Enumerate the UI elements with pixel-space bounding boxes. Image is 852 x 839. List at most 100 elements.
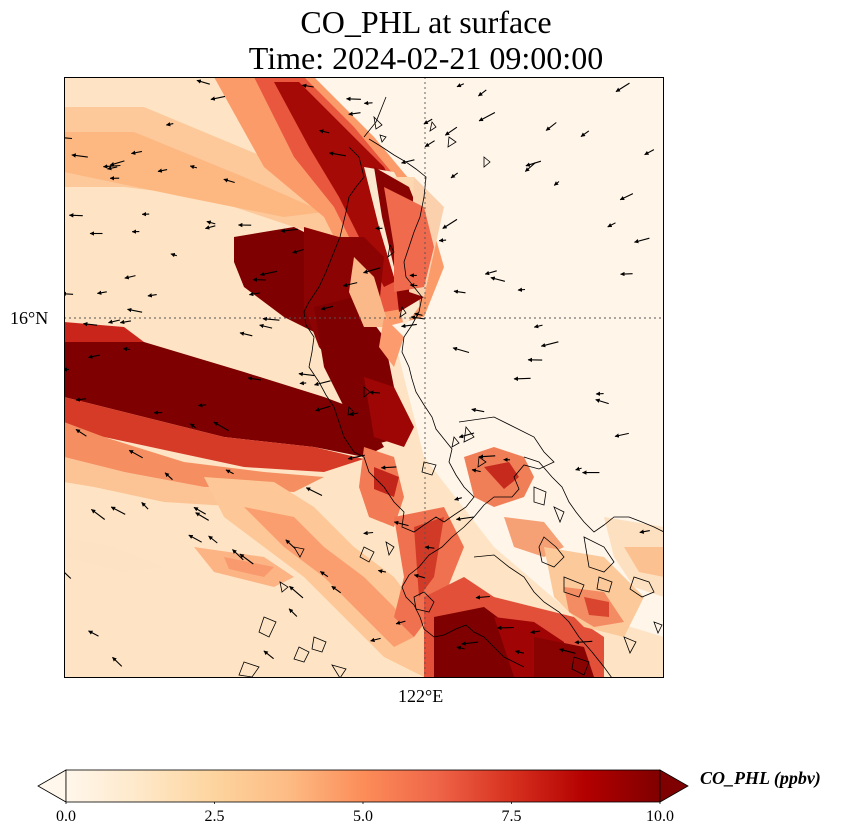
- wind-arrow: [189, 164, 198, 170]
- wind-arrow: [484, 270, 497, 276]
- map-panel: [64, 77, 664, 678]
- wind-arrow: [395, 620, 406, 625]
- wind-arrow: [634, 237, 650, 244]
- wind-arrow: [91, 508, 106, 520]
- wind-arrow: [363, 530, 374, 536]
- wind-arrow: [210, 95, 226, 101]
- wind-arrow: [292, 248, 304, 254]
- wind-arrow: [574, 640, 593, 645]
- wind-arrow: [614, 432, 629, 438]
- wind-arrow: [112, 656, 123, 667]
- wind-arrow: [157, 168, 168, 173]
- wind-arrow: [620, 271, 633, 277]
- wind-arrow: [320, 571, 329, 578]
- wind-arrow: [363, 267, 381, 274]
- wind-arrow: [478, 89, 487, 97]
- coastlines: [238, 96, 664, 678]
- gridlines: [64, 77, 664, 678]
- map-title: CO_PHL at surface: [300, 4, 552, 40]
- wind-arrow: [130, 150, 143, 155]
- wind-arrow: [225, 469, 234, 475]
- wind-arrow: [478, 454, 496, 459]
- wind-arrow: [456, 83, 465, 88]
- wind-arrow: [533, 324, 543, 329]
- wind-arrow: [424, 140, 435, 148]
- wind-arrow: [189, 423, 197, 429]
- wind-arrow: [328, 151, 346, 157]
- wind-arrow: [88, 354, 101, 359]
- wind-arrow: [453, 289, 466, 294]
- wind-arrow: [461, 641, 479, 646]
- wind-arrow: [525, 160, 542, 167]
- wind-arrow: [82, 321, 98, 327]
- colorbar-tick-0: 0.0: [56, 808, 76, 825]
- wind-arrow: [196, 79, 210, 85]
- wind-arrow: [513, 376, 531, 381]
- wind-arrow: [107, 166, 118, 171]
- wind-arrow: [213, 421, 230, 432]
- wind-arrow: [64, 567, 72, 579]
- wind-arrow: [165, 122, 174, 127]
- wind-arrow: [288, 608, 298, 617]
- wind-arrow: [223, 178, 235, 184]
- wind-arrow: [639, 529, 650, 534]
- wind-arrow: [471, 468, 481, 473]
- wind-arrow: [247, 376, 262, 381]
- wind-arrow: [122, 346, 130, 352]
- wind-arrow: [377, 569, 387, 574]
- wind-arrow: [197, 403, 207, 408]
- wind-arrow: [164, 472, 173, 481]
- wind-arrow: [299, 380, 307, 386]
- wind-arrow: [259, 323, 273, 329]
- wind-arrow: [363, 100, 373, 106]
- wind-arrow: [575, 466, 582, 471]
- wind-arrow: [438, 238, 447, 243]
- wind-arrow: [204, 225, 216, 230]
- wind-arrow: [545, 122, 557, 131]
- wind-arrow: [119, 319, 131, 325]
- colorbar-tick-4: 10.0: [646, 808, 674, 825]
- colorbar-tick-2: 5.0: [353, 808, 373, 825]
- wind-arrow: [369, 390, 381, 395]
- wind-arrow: [424, 545, 435, 550]
- wind-arrow: [331, 585, 342, 594]
- wind-arrow: [68, 213, 83, 218]
- wind-arrow: [305, 487, 323, 496]
- wind-arrow: [452, 346, 470, 354]
- wind-arrow: [110, 506, 126, 515]
- wind-arrow: [444, 126, 458, 136]
- colorbar-extend-max: [659, 769, 689, 803]
- wind-arrow: [88, 630, 99, 637]
- wind-arrow: [607, 222, 616, 228]
- wind-arrow: [409, 283, 418, 288]
- wind-arrow: [346, 96, 361, 102]
- wind-arrow: [208, 535, 218, 544]
- wind-arrow: [289, 585, 304, 599]
- wind-arrow: [285, 539, 296, 550]
- wind-arrow: [188, 534, 202, 543]
- wind-arrow: [580, 130, 590, 138]
- wind-arrow: [380, 465, 397, 470]
- wind-arrow: [206, 220, 216, 225]
- wind-arrow: [348, 111, 361, 116]
- wind-arrow: [263, 650, 274, 660]
- wind-arrow: [262, 316, 280, 322]
- wind-arrow: [456, 645, 465, 651]
- wind-arrow: [540, 341, 559, 348]
- wind-arrow: [64, 291, 74, 297]
- wind-arrow: [315, 405, 331, 412]
- wind-arrow: [193, 506, 206, 515]
- wind-arrow: [442, 218, 458, 229]
- wind-arrow: [248, 291, 260, 297]
- wind-arrow: [147, 293, 157, 298]
- colorbar-extend-min: [37, 769, 67, 803]
- wind-arrow: [141, 502, 149, 510]
- wind-arrow: [259, 270, 278, 277]
- wind-arrow: [320, 305, 334, 311]
- wind-arrow: [319, 129, 330, 134]
- colorbar: [37, 769, 689, 804]
- wind-arrow: [108, 319, 121, 324]
- wind-arrow: [109, 160, 125, 167]
- wind-arrow: [455, 516, 474, 522]
- wind-arrow: [127, 307, 143, 313]
